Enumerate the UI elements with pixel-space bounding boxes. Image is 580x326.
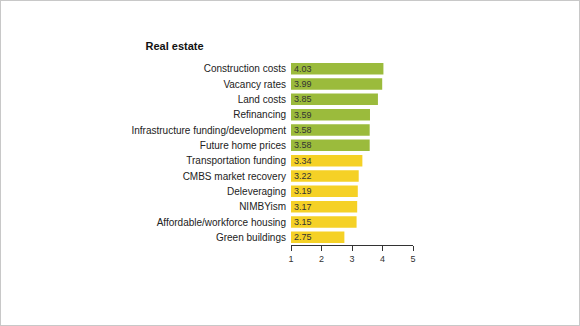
svg-text:2: 2 <box>319 254 324 264</box>
svg-text:Transportation funding: Transportation funding <box>186 155 286 166</box>
svg-text:2.75: 2.75 <box>294 232 312 242</box>
svg-text:3.99: 3.99 <box>294 79 312 89</box>
svg-text:Real estate: Real estate <box>146 40 204 52</box>
svg-text:Refinancing: Refinancing <box>233 109 286 120</box>
svg-text:4.03: 4.03 <box>294 64 312 74</box>
svg-text:3.15: 3.15 <box>294 217 312 227</box>
svg-text:Construction costs: Construction costs <box>204 63 286 74</box>
svg-text:Future home prices: Future home prices <box>200 140 286 151</box>
svg-text:3.22: 3.22 <box>294 171 312 181</box>
svg-text:Land costs: Land costs <box>238 94 286 105</box>
svg-text:Deleveraging: Deleveraging <box>227 186 286 197</box>
svg-text:3.17: 3.17 <box>294 202 312 212</box>
svg-text:3.85: 3.85 <box>294 94 312 104</box>
svg-text:3.58: 3.58 <box>294 125 312 135</box>
svg-text:1: 1 <box>288 254 293 264</box>
svg-text:3.19: 3.19 <box>294 186 312 196</box>
svg-text:3.58: 3.58 <box>294 140 312 150</box>
svg-text:3.59: 3.59 <box>294 110 312 120</box>
svg-text:4: 4 <box>380 254 385 264</box>
svg-text:5: 5 <box>410 254 415 264</box>
svg-text:3.34: 3.34 <box>294 156 312 166</box>
svg-text:Vacancy rates: Vacancy rates <box>223 79 286 90</box>
svg-text:NIMBYism: NIMBYism <box>239 201 286 212</box>
svg-text:Green buildings: Green buildings <box>216 232 286 243</box>
svg-text:Affordable/workforce housing: Affordable/workforce housing <box>157 217 286 228</box>
svg-text:Infrastructure funding/develop: Infrastructure funding/development <box>131 125 286 136</box>
svg-text:3: 3 <box>349 254 354 264</box>
svg-text:CMBS market recovery: CMBS market recovery <box>183 171 286 182</box>
